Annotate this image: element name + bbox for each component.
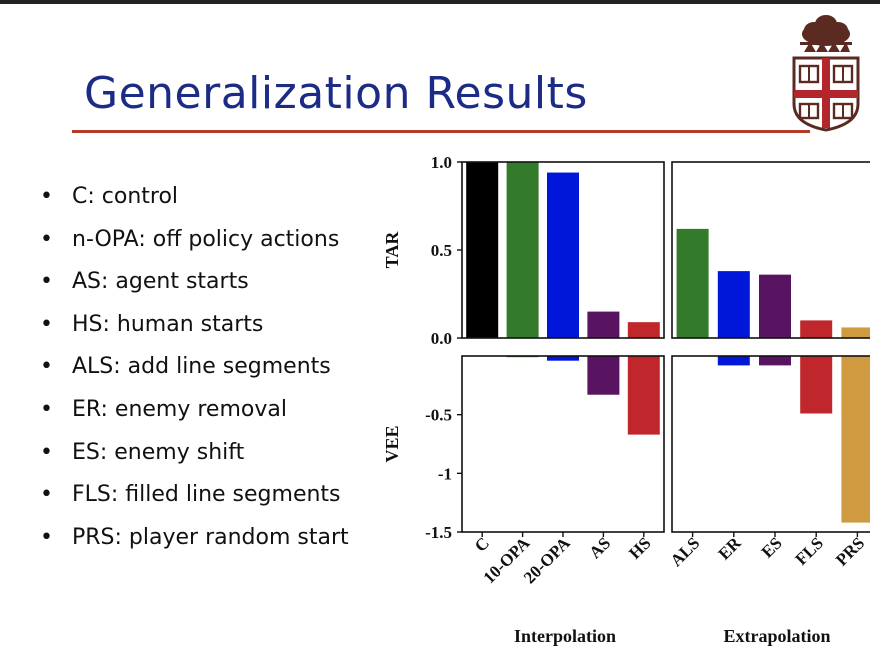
y-axis-label: TAR (382, 231, 402, 269)
y-tick-label: -0.5 (425, 406, 452, 425)
vee-bar (587, 356, 620, 395)
vee-bar (627, 356, 660, 435)
tar-bar (841, 327, 870, 338)
list-item: ES: enemy shift (40, 432, 349, 475)
tar-bar (627, 322, 660, 338)
panel-frame (671, 161, 870, 339)
tar-bar (800, 320, 833, 338)
list-item: C: control (40, 176, 349, 219)
panel-frame (671, 355, 870, 533)
y-axis-label: VEE (382, 425, 402, 462)
list-item: PRS: player random start (40, 517, 349, 560)
y-tick-label: 0.0 (431, 329, 452, 348)
tar-bar (466, 162, 499, 338)
category-tick-label: ER (714, 533, 745, 564)
vee-bar (759, 356, 791, 366)
y-tick-label: 1.0 (431, 153, 452, 172)
y-tick-label: -1.5 (425, 523, 452, 542)
university-shield-icon (792, 15, 860, 132)
vee-bar (841, 356, 870, 523)
category-tick-label: AS (585, 533, 614, 562)
category-tick-label: FLS (792, 533, 827, 568)
list-item: AS: agent starts (40, 261, 349, 304)
vee-bar (717, 356, 750, 366)
slide-title: Generalization Results (84, 68, 588, 119)
list-item: HS: human starts (40, 304, 349, 347)
tar-bar (587, 311, 620, 338)
tar-bar (759, 274, 791, 338)
list-item: FLS: filled line segments (40, 474, 349, 517)
category-tick-label: ALS (667, 533, 704, 570)
abbreviation-list: C: control n-OPA: off policy actions AS:… (40, 176, 349, 559)
group-label: Interpolation (514, 626, 616, 646)
top-border (0, 0, 880, 4)
group-label: Extrapolation (723, 626, 830, 646)
tar-bar (547, 172, 579, 338)
tar-bar (717, 271, 750, 338)
vee-bar (547, 356, 579, 361)
tar-bar (676, 228, 709, 338)
category-tick-label: 20-OPA (520, 533, 574, 587)
category-tick-label: PRS (832, 533, 868, 569)
list-item: n-OPA: off policy actions (40, 219, 349, 262)
tar-bar (506, 162, 539, 338)
list-item: ALS: add line segments (40, 346, 349, 389)
title-rule (72, 130, 810, 133)
y-tick-label: 0.5 (431, 241, 452, 260)
category-tick-label: HS (625, 533, 654, 562)
category-tick-label: ES (758, 533, 786, 561)
vee-bar (800, 356, 833, 414)
y-tick-label: -1 (438, 464, 452, 483)
list-item: ER: enemy removal (40, 389, 349, 432)
